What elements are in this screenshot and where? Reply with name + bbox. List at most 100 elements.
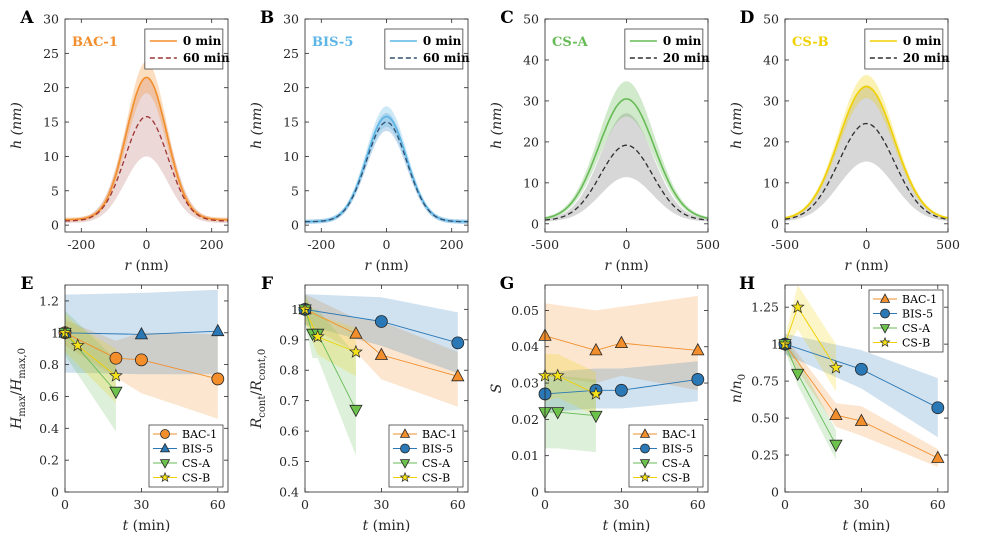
y-tick-label: 0 xyxy=(51,485,59,500)
y-axis-label: S xyxy=(489,384,505,394)
legend-marker xyxy=(160,429,170,439)
legend-label: CS-B xyxy=(182,472,210,485)
point-CS-A xyxy=(551,407,565,420)
y-tick-label: 20 xyxy=(283,80,299,95)
y-tick-label: 20 xyxy=(763,134,779,149)
x-tick-label: 0 xyxy=(143,237,151,252)
band-CS-A xyxy=(785,338,836,460)
y-tick-label: 0 xyxy=(771,485,779,500)
band-0-min xyxy=(545,81,708,220)
y-tick-label: 1 xyxy=(771,337,779,352)
y-tick-label: 20 xyxy=(43,80,59,95)
x-tick-label: 500 xyxy=(696,237,720,252)
point-BAC-1 xyxy=(211,372,225,386)
y-tick-label: 0.04 xyxy=(511,339,539,354)
band-BAC-1 xyxy=(65,320,218,419)
x-tick-label: -500 xyxy=(771,237,799,252)
point-BAC-1 xyxy=(589,342,603,356)
point-BIS-5 xyxy=(134,326,149,340)
legend-label: CS-B xyxy=(662,472,690,485)
legend-marker xyxy=(159,442,171,453)
legend-marker xyxy=(880,308,890,319)
x-tick-label: 60 xyxy=(930,497,946,512)
x-axis-label: t (min) xyxy=(603,518,651,534)
axes-box xyxy=(64,284,229,493)
point-CS-B xyxy=(828,360,843,374)
y-axis-label: Rcont/Rcont,0 xyxy=(249,349,268,430)
y-tick-label: 0.05 xyxy=(511,303,539,318)
legend-label: 60 min xyxy=(423,51,470,65)
legend-marker xyxy=(399,459,411,469)
legend-marker xyxy=(879,324,891,334)
panel-H: 0 30 60 0 0.25 0.50 0.75 1 1.25 Ht (min) n/n0 BAC-1… xyxy=(729,274,949,534)
x-tick-label: 0 xyxy=(383,237,391,252)
legend-label: BAC-1 xyxy=(902,293,937,306)
point-BAC-1 xyxy=(614,335,629,349)
point-BIS-5 xyxy=(451,336,465,350)
series-line-BAC-1 xyxy=(544,335,698,351)
axes-box xyxy=(304,284,469,493)
x-axis-label: r (nm) xyxy=(604,258,648,274)
x-axis-label: t (min) xyxy=(843,518,891,534)
legend-marker xyxy=(879,336,891,348)
point-CS-B xyxy=(108,368,123,382)
y-tick-label: 0 xyxy=(771,216,779,231)
band-CS-B xyxy=(305,297,356,377)
y-tick-label: 0 xyxy=(531,216,539,231)
legend-label: CS-A xyxy=(422,457,451,470)
legend-label: BIS-5 xyxy=(422,443,453,456)
legend-label: BAC-1 xyxy=(662,428,697,441)
y-tick-label: 50 xyxy=(523,12,539,27)
x-tick-label: 0 xyxy=(781,497,789,512)
panel-letter-H: H xyxy=(739,274,755,294)
point-BIS-5 xyxy=(931,401,945,415)
y-tick-label: 10 xyxy=(523,175,539,190)
panel-letter-D: D xyxy=(740,8,755,28)
y-tick-label: 1.25 xyxy=(751,300,779,315)
y-tick-label: 0.5 xyxy=(279,454,299,469)
band-0-min xyxy=(305,106,468,224)
y-tick-label: 5 xyxy=(291,183,299,198)
band-BIS-5 xyxy=(785,333,938,438)
panel-letter-C: C xyxy=(500,8,514,28)
series-line-60-min xyxy=(65,115,228,222)
panel-F: 0 30 60 0.4 0.5 0.6 0.7 0.8 0.9 1 Ft (min) Rcont/Rc… xyxy=(249,274,469,534)
x-tick-label: 200 xyxy=(200,237,224,252)
point-BAC-1 xyxy=(691,342,705,356)
panel-letter-E: E xyxy=(21,274,34,294)
y-tick-label: 0.75 xyxy=(751,374,779,389)
band-60-min xyxy=(305,113,468,224)
x-tick-label: -500 xyxy=(531,237,559,252)
legend-label: 0 min xyxy=(663,34,702,48)
axes-box xyxy=(544,284,709,493)
point-BAC-1 xyxy=(135,353,148,367)
y-tick-label: 10 xyxy=(763,175,779,190)
y-tick-label: 0.8 xyxy=(39,357,59,372)
y-tick-label: 30 xyxy=(283,12,299,27)
y-tick-label: 0 xyxy=(291,218,299,233)
y-tick-label: 1.2 xyxy=(39,293,59,308)
legend-label: CS-A xyxy=(902,322,931,335)
y-tick-label: 1 xyxy=(51,325,59,340)
legend-box xyxy=(624,28,704,70)
legend-label: BIS-5 xyxy=(182,443,213,456)
panel-letter-B: B xyxy=(260,8,274,28)
inset-label: CS-A xyxy=(552,35,589,50)
point-CS-B xyxy=(310,329,325,343)
y-tick-label: 0.6 xyxy=(279,424,299,439)
y-tick-label: 0.8 xyxy=(279,363,299,378)
band-20-min xyxy=(785,85,948,222)
point-CS-A xyxy=(589,410,603,424)
band-CS-A xyxy=(545,375,596,453)
y-tick-label: 0.02 xyxy=(511,412,539,427)
point-CS-A xyxy=(829,439,843,453)
y-tick-label: 0.7 xyxy=(279,393,299,408)
legend-marker xyxy=(639,459,651,469)
y-tick-label: 0.2 xyxy=(39,453,59,468)
legend-box xyxy=(864,28,944,70)
x-tick-label: 200 xyxy=(440,237,464,252)
x-axis-label: r (nm) xyxy=(124,258,168,274)
y-axis-label: h (nm) xyxy=(729,102,745,149)
x-axis-label: t (min) xyxy=(123,518,171,534)
x-tick-label: 30 xyxy=(133,497,149,512)
